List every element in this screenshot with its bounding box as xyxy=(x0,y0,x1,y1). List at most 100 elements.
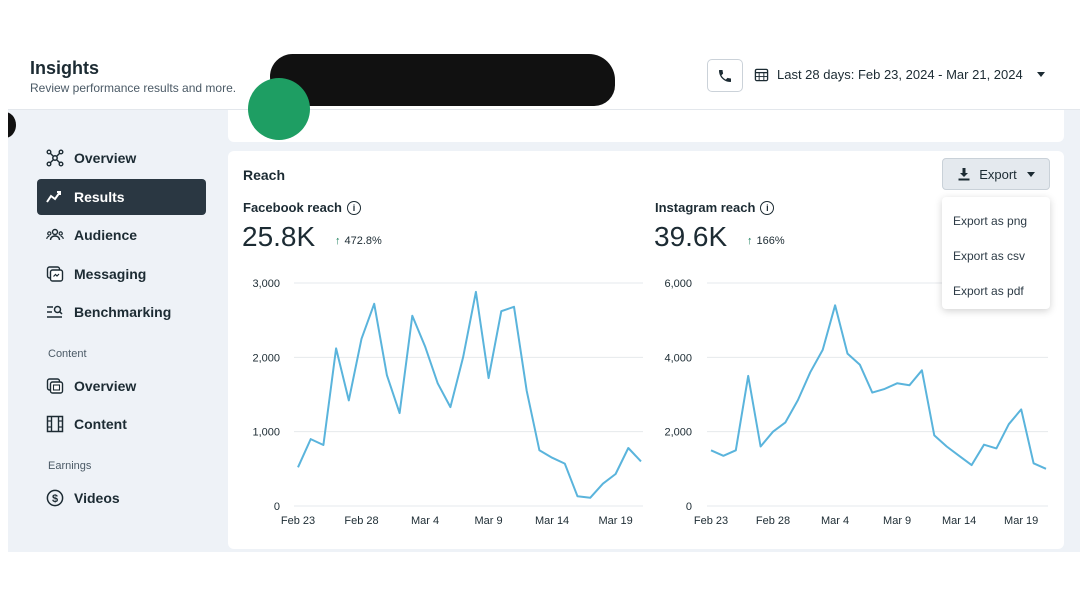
data-point[interactable] xyxy=(968,461,976,469)
data-point[interactable] xyxy=(510,303,518,311)
info-icon[interactable]: i xyxy=(347,200,361,215)
x-tick-label: Mar 14 xyxy=(535,515,569,527)
data-point[interactable] xyxy=(573,492,581,500)
data-point[interactable] xyxy=(446,403,454,411)
y-tick-label: 0 xyxy=(274,501,280,513)
chevron-down-icon xyxy=(1026,171,1035,177)
sidebar-item-audience[interactable]: Audience xyxy=(37,217,206,253)
data-point[interactable] xyxy=(781,418,789,426)
data-point[interactable] xyxy=(561,460,569,468)
data-point[interactable] xyxy=(843,350,851,358)
data-point[interactable] xyxy=(497,307,505,315)
data-point[interactable] xyxy=(769,428,777,436)
data-point[interactable] xyxy=(586,494,594,502)
sidebar-item-label: Messaging xyxy=(74,266,147,282)
data-point[interactable] xyxy=(719,452,727,460)
data-point[interactable] xyxy=(868,389,876,397)
facebook-reach-change: ↑ 472.8% xyxy=(335,235,382,247)
sidebar: Overview Results Audience Messaging Benc… xyxy=(8,110,223,552)
data-point[interactable] xyxy=(955,452,963,460)
content-icon xyxy=(46,415,64,433)
data-point[interactable] xyxy=(906,381,914,389)
page-title: Insights xyxy=(30,58,100,78)
date-range-selector[interactable]: Last 28 days: Feb 23, 2024 - Mar 21, 202… xyxy=(754,67,1045,82)
data-point[interactable] xyxy=(548,454,556,462)
data-point[interactable] xyxy=(358,335,366,343)
series-line xyxy=(710,304,1047,470)
export-png-item[interactable]: Export as png xyxy=(953,214,1028,228)
data-point[interactable] xyxy=(819,346,827,354)
sidebar-item-overview[interactable]: Overview xyxy=(37,140,206,176)
sidebar-item-videos[interactable]: $ Videos xyxy=(37,480,206,516)
export-pdf-item[interactable]: Export as pdf xyxy=(953,284,1024,298)
data-point[interactable] xyxy=(345,396,353,404)
data-point[interactable] xyxy=(624,444,632,452)
instagram-reach-label-text: Instagram reach xyxy=(655,200,756,215)
data-point[interactable] xyxy=(856,361,864,369)
instagram-reach-change: ↑ 166% xyxy=(747,235,785,247)
data-point[interactable] xyxy=(408,312,416,320)
call-button[interactable] xyxy=(707,59,743,92)
x-tick-label: Feb 23 xyxy=(281,515,315,527)
data-point[interactable] xyxy=(893,379,901,387)
x-tick-label: Mar 9 xyxy=(474,515,502,527)
data-point[interactable] xyxy=(732,446,740,454)
data-point[interactable] xyxy=(806,368,814,376)
data-point[interactable] xyxy=(535,446,543,454)
data-point[interactable] xyxy=(744,372,752,380)
data-point[interactable] xyxy=(980,441,988,449)
content-overview-icon xyxy=(46,377,64,395)
data-point[interactable] xyxy=(421,342,429,350)
data-point[interactable] xyxy=(930,431,938,439)
data-point[interactable] xyxy=(1042,465,1050,473)
y-tick-label: 6,000 xyxy=(664,278,692,290)
data-point[interactable] xyxy=(434,379,442,387)
data-point[interactable] xyxy=(757,443,765,451)
sidebar-item-messaging[interactable]: Messaging xyxy=(37,256,206,292)
sidebar-item-content[interactable]: Content xyxy=(37,406,206,442)
data-point[interactable] xyxy=(794,396,802,404)
data-point[interactable] xyxy=(383,371,391,379)
info-icon[interactable]: i xyxy=(760,200,775,215)
x-tick-label: Feb 28 xyxy=(344,515,378,527)
data-point[interactable] xyxy=(707,446,715,454)
sidebar-item-benchmarking[interactable]: Benchmarking xyxy=(37,294,206,330)
data-point[interactable] xyxy=(992,444,1000,452)
data-point[interactable] xyxy=(612,470,620,478)
data-point[interactable] xyxy=(1030,459,1038,467)
data-point[interactable] xyxy=(459,353,467,361)
data-point[interactable] xyxy=(332,344,340,352)
data-point[interactable] xyxy=(1017,405,1025,413)
data-point[interactable] xyxy=(396,409,404,417)
data-point[interactable] xyxy=(294,463,302,471)
data-point[interactable] xyxy=(918,366,926,374)
export-button[interactable]: Export xyxy=(942,158,1050,190)
sidebar-item-label: Benchmarking xyxy=(74,304,172,320)
data-point[interactable] xyxy=(599,480,607,488)
data-point[interactable] xyxy=(881,385,889,393)
section-label-earnings: Earnings xyxy=(48,460,92,472)
data-point[interactable] xyxy=(523,387,531,395)
sidebar-item-content-overview[interactable]: Overview xyxy=(37,368,206,404)
x-tick-label: Mar 14 xyxy=(942,515,976,527)
facebook-reach-label-text: Facebook reach xyxy=(243,200,342,215)
x-tick-label: Mar 4 xyxy=(821,515,849,527)
data-point[interactable] xyxy=(370,300,378,308)
data-point[interactable] xyxy=(831,301,839,309)
data-point[interactable] xyxy=(1005,420,1013,428)
data-point[interactable] xyxy=(472,288,480,296)
series-line xyxy=(297,290,642,499)
reach-title: Reach xyxy=(243,167,286,183)
data-point[interactable] xyxy=(943,443,951,451)
data-point[interactable] xyxy=(485,374,493,382)
data-point[interactable] xyxy=(319,441,327,449)
export-label: Export xyxy=(979,166,1017,182)
facebook-reach-label: Facebook reach i xyxy=(243,200,361,215)
x-tick-label: Feb 28 xyxy=(756,515,790,527)
sidebar-item-label: Overview xyxy=(74,378,137,394)
chevron-down-icon xyxy=(1036,72,1045,77)
export-csv-item[interactable]: Export as csv xyxy=(953,249,1026,263)
sidebar-item-results[interactable]: Results xyxy=(37,179,206,215)
data-point[interactable] xyxy=(307,435,315,443)
arrow-up-icon: ↑ xyxy=(747,235,753,247)
